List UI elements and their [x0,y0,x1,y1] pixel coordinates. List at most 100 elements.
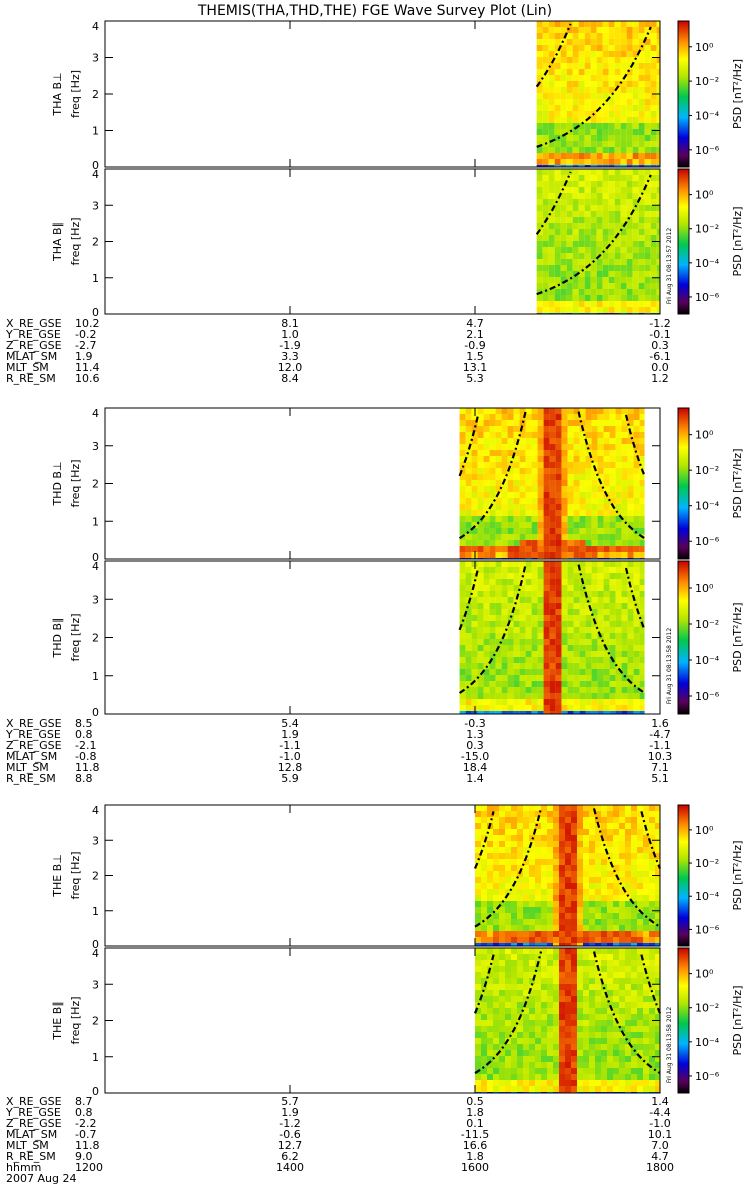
ephemeris-value: 9.0 [75,1150,93,1163]
colorbar-label: PSD [nT²/Hz] [731,985,744,1055]
ephemeris-value: -1.2 [279,1117,300,1130]
ephemeris-value: 8.5 [75,717,93,730]
x-tick-label: 1800 [646,1161,674,1174]
ephemeris-value: 5.4 [281,717,299,730]
y-tick-label: 1 [92,125,99,138]
spectrogram-panel: 0 1 2 3 4 freq [Hz] THE B∥ 10⁰ 10⁻² 10⁻⁴ 10⁻⁶ PSD [… [51,947,744,1098]
y-axis-label: freq [Hz] [69,613,82,661]
ephemeris-value: -15.0 [461,750,489,763]
ephemeris-value: 1.3 [466,728,484,741]
ephemeris-value: 11.4 [75,361,100,374]
ephemeris-row-name: MLT_SM [6,761,49,774]
ephemeris-value: -1.1 [279,739,300,752]
date-label: 2007 Aug 24 [6,1172,76,1185]
ephemeris-value: -4.7 [649,728,670,741]
ephemeris-row-name: Y_RE_GSE [5,328,61,341]
ephemeris-value: -1.2 [649,317,670,330]
ephemeris-value: 1.8 [466,1106,484,1119]
ephemeris-value: 1.0 [281,328,299,341]
timestamp-label: Fri Aug 31 08:13:58 2012 [666,628,673,705]
y-tick-label: 1 [92,1051,99,1064]
ephemeris-value: 6.2 [281,1150,299,1163]
y-tick-label: 3 [92,199,99,212]
ephemeris-row-name: R_RE_SM [6,372,56,385]
colorbar [677,804,690,947]
panel-label: THD B∥ [51,617,64,658]
colorbar [677,168,690,315]
colorbar-tick-label: 10⁻⁶ [695,1070,720,1083]
ephemeris-value: 8.7 [75,1095,93,1108]
spectrogram-panel: 0 1 2 3 4 freq [Hz] THA B∥ 10⁰ 10⁻² 10⁻⁴ 10⁻⁶ PSD [… [51,168,744,319]
ephemeris-value: -1.0 [649,1117,670,1130]
ephemeris-value: 12.8 [278,761,303,774]
panel-label: THA B∥ [51,222,64,262]
ephemeris-value: 11.8 [75,1139,100,1152]
ephemeris-value: 0.0 [651,361,669,374]
ephemeris-value: 5.9 [281,772,299,785]
y-tick-label: 3 [92,52,99,65]
ephemeris-value: 0.1 [466,1117,484,1130]
y-tick-label: 2 [92,88,99,101]
ephemeris-value: 10.6 [75,372,100,385]
ephemeris-value: -2.1 [75,739,96,752]
ephemeris-value: 0.8 [75,1106,93,1119]
ephemeris-value: 8.1 [281,317,299,330]
ephemeris-value: 18.4 [463,761,488,774]
y-axis-label: freq [Hz] [69,217,82,265]
y-tick-label: 1 [92,670,99,683]
y-axis-label: freq [Hz] [69,459,82,507]
ephemeris-value: 10.3 [648,750,673,763]
ephemeris-value: 13.1 [463,361,488,374]
y-tick-label: 3 [92,440,99,453]
colorbar-tick-label: 10⁻⁴ [695,890,720,903]
x-tick-label: 1400 [276,1161,304,1174]
colorbar [677,560,690,715]
ephemeris-value: -0.9 [464,339,485,352]
colorbar-label: PSD [nT²/Hz] [731,59,744,129]
ephemeris-value: 1.8 [466,1150,484,1163]
spectrogram-panel: 0 1 2 3 4 freq [Hz] THD B⊥ 10⁰ 10⁻² 10⁻⁴ 10⁻⁶ PSD [… [51,407,744,564]
ephemeris-row-name: R_RE_SM [6,1150,56,1163]
ephemeris-value: -4.4 [649,1106,670,1119]
colorbar-tick-label: 10⁻² [695,75,719,88]
colorbar-tick-label: 10⁰ [695,824,714,837]
spectrogram-panel: 0 1 2 3 4 freq [Hz] THE B⊥ 10⁰ 10⁻² 10⁻⁴ 10⁻⁶ PSD [… [51,804,744,951]
ephemeris-row-name: Y_RE_GSE [5,1106,61,1119]
ephemeris-value: 3.3 [281,350,299,363]
panel-label: THA B⊥ [51,72,64,116]
colorbar [677,407,690,560]
colorbar-tick-label: 10⁻⁶ [695,923,720,936]
ephemeris-value: 7.0 [651,1139,669,1152]
probe-the-group: 0 1 2 3 4 freq [Hz] THE B⊥ 10⁰ 10⁻² 10⁻⁴ 10⁻⁶ PSD [… [5,804,744,1163]
ephemeris-value: 5.1 [651,772,669,785]
y-axis-label: freq [Hz] [69,70,82,118]
colorbar-tick-label: 10⁰ [695,582,714,595]
ephemeris-value: 1.9 [75,350,93,363]
probe-tha-group: 0 1 2 3 4 freq [Hz] THA B⊥ 10⁰ 10⁻² 10⁻⁴ 10⁻⁶ PSD [… [5,20,744,385]
ephemeris-value: 4.7 [466,317,484,330]
y-axis-label: freq [Hz] [69,996,82,1044]
colorbar-label: PSD [nT²/Hz] [731,448,744,518]
panel-label: THE B⊥ [51,854,64,898]
colorbar-tick-label: 10⁻⁴ [695,1036,720,1049]
ephemeris-row-name: Z_RE_GSE [6,339,62,352]
chart-title: THEMIS(THA,THD,THE) FGE Wave Survey Plot… [197,3,552,19]
colorbar-tick-label: 10⁻⁴ [695,654,720,667]
ephemeris-value: 7.1 [651,761,669,774]
ephemeris-value: 0.3 [466,739,484,752]
timestamp-label: Fri Aug 31 08:13:57 2012 [666,228,673,305]
colorbar-tick-label: 10⁻⁶ [695,144,720,157]
colorbar-tick-label: 10⁰ [695,429,714,442]
colorbar-tick-label: 10⁰ [695,968,714,981]
ephemeris-value: -0.6 [279,1128,300,1141]
colorbar-tick-label: 10⁻⁴ [695,500,720,513]
y-axis-label: freq [Hz] [69,851,82,899]
y-tick-label: 1 [92,515,99,528]
ephemeris-value: 16.6 [463,1139,488,1152]
ephemeris-row-name: R_RE_SM [6,772,56,785]
timestamp-label: Fri Aug 31 08:13:58 2012 [666,1007,673,1084]
colorbar-tick-label: 10⁻⁴ [695,257,720,270]
y-tick-label: 4 [92,560,99,573]
colorbar [677,947,690,1094]
colorbar-tick-label: 10⁻⁶ [695,535,720,548]
